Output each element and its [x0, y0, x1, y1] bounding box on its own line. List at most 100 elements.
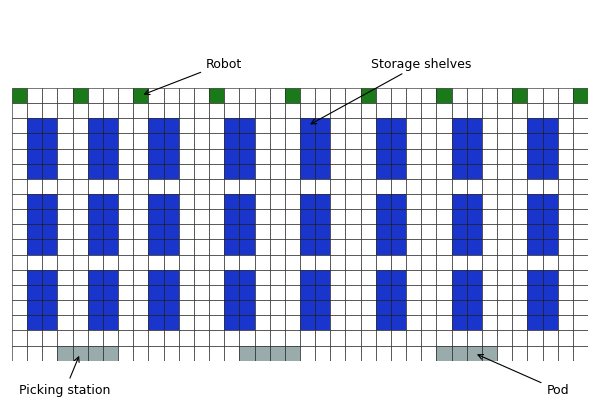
Bar	[482, 270, 497, 285]
Bar	[209, 210, 224, 225]
Bar	[179, 149, 194, 164]
Bar	[133, 194, 148, 210]
Bar	[315, 225, 331, 240]
Bar	[557, 194, 573, 210]
Bar	[300, 315, 315, 330]
Bar	[179, 194, 194, 210]
Bar	[224, 164, 239, 179]
Bar	[452, 225, 467, 240]
Bar	[254, 119, 269, 134]
Bar	[133, 134, 148, 149]
Bar	[512, 179, 527, 194]
Bar	[361, 240, 376, 255]
Bar	[209, 149, 224, 164]
Bar	[88, 210, 103, 225]
Bar	[346, 104, 361, 119]
Bar	[133, 315, 148, 330]
Bar	[527, 270, 542, 285]
Bar	[542, 330, 557, 346]
Bar	[331, 210, 346, 225]
Bar	[315, 255, 331, 270]
Bar	[43, 285, 58, 301]
Bar	[148, 315, 164, 330]
Bar	[300, 225, 315, 240]
Bar	[467, 255, 482, 270]
Bar	[254, 179, 269, 194]
Bar	[148, 134, 164, 149]
Bar	[43, 315, 58, 330]
Bar	[497, 315, 512, 330]
Bar	[482, 301, 497, 315]
Bar	[194, 164, 209, 179]
Bar	[103, 194, 118, 210]
Bar	[12, 89, 27, 104]
Bar	[512, 301, 527, 315]
Bar	[118, 285, 133, 301]
Bar	[527, 149, 542, 164]
Bar	[573, 210, 588, 225]
Bar	[421, 194, 436, 210]
Bar	[58, 134, 73, 149]
Bar	[103, 225, 118, 240]
Bar	[224, 301, 239, 315]
Bar	[27, 225, 43, 240]
Bar	[179, 301, 194, 315]
Bar	[315, 134, 331, 149]
Bar	[12, 210, 27, 225]
Bar	[148, 164, 164, 179]
Bar	[43, 330, 58, 346]
Bar	[148, 346, 164, 361]
Bar	[103, 104, 118, 119]
Bar	[43, 149, 58, 164]
Bar	[452, 240, 467, 255]
Bar	[512, 315, 527, 330]
Bar	[331, 164, 346, 179]
Bar	[391, 225, 406, 240]
Bar	[133, 119, 148, 134]
Bar	[452, 210, 467, 225]
Bar	[300, 270, 315, 285]
Bar	[133, 149, 148, 164]
Bar	[209, 179, 224, 194]
Bar	[209, 89, 224, 104]
Bar	[542, 89, 557, 104]
Bar	[12, 301, 27, 315]
Bar	[148, 104, 164, 119]
Bar	[331, 346, 346, 361]
Bar	[482, 119, 497, 134]
Bar	[376, 149, 391, 164]
Bar	[421, 346, 436, 361]
Bar	[133, 164, 148, 179]
Bar	[315, 210, 331, 225]
Bar	[194, 194, 209, 210]
Bar	[73, 255, 88, 270]
Bar	[467, 240, 482, 255]
Bar	[406, 210, 421, 225]
Bar	[391, 315, 406, 330]
Bar	[103, 119, 118, 134]
Bar	[467, 210, 482, 225]
Bar	[482, 285, 497, 301]
Bar	[103, 210, 118, 225]
Bar	[406, 225, 421, 240]
Bar	[542, 179, 557, 194]
Bar	[58, 240, 73, 255]
Bar	[43, 346, 58, 361]
Bar	[467, 89, 482, 104]
Bar	[209, 194, 224, 210]
Bar	[557, 89, 573, 104]
Bar	[497, 346, 512, 361]
Bar	[58, 179, 73, 194]
Bar	[12, 346, 27, 361]
Bar	[436, 149, 452, 164]
Bar	[376, 240, 391, 255]
Bar	[542, 225, 557, 240]
Bar	[346, 255, 361, 270]
Bar	[58, 149, 73, 164]
Bar	[346, 89, 361, 104]
Bar	[421, 315, 436, 330]
Text: Picking station: Picking station	[19, 357, 111, 396]
Bar	[224, 104, 239, 119]
Bar	[527, 330, 542, 346]
Bar	[88, 179, 103, 194]
